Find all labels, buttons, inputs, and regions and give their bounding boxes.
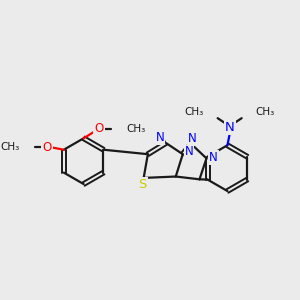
Text: N: N [155,131,164,145]
Text: N: N [225,121,235,134]
Text: N: N [209,151,218,164]
Text: S: S [138,178,146,190]
Text: N: N [184,146,193,158]
Text: CH₃: CH₃ [1,142,20,152]
Text: CH₃: CH₃ [256,107,275,117]
Text: CH₃: CH₃ [126,124,145,134]
Text: N: N [188,132,197,145]
Text: O: O [94,122,103,135]
Text: O: O [42,141,52,154]
Text: CH₃: CH₃ [184,107,204,117]
